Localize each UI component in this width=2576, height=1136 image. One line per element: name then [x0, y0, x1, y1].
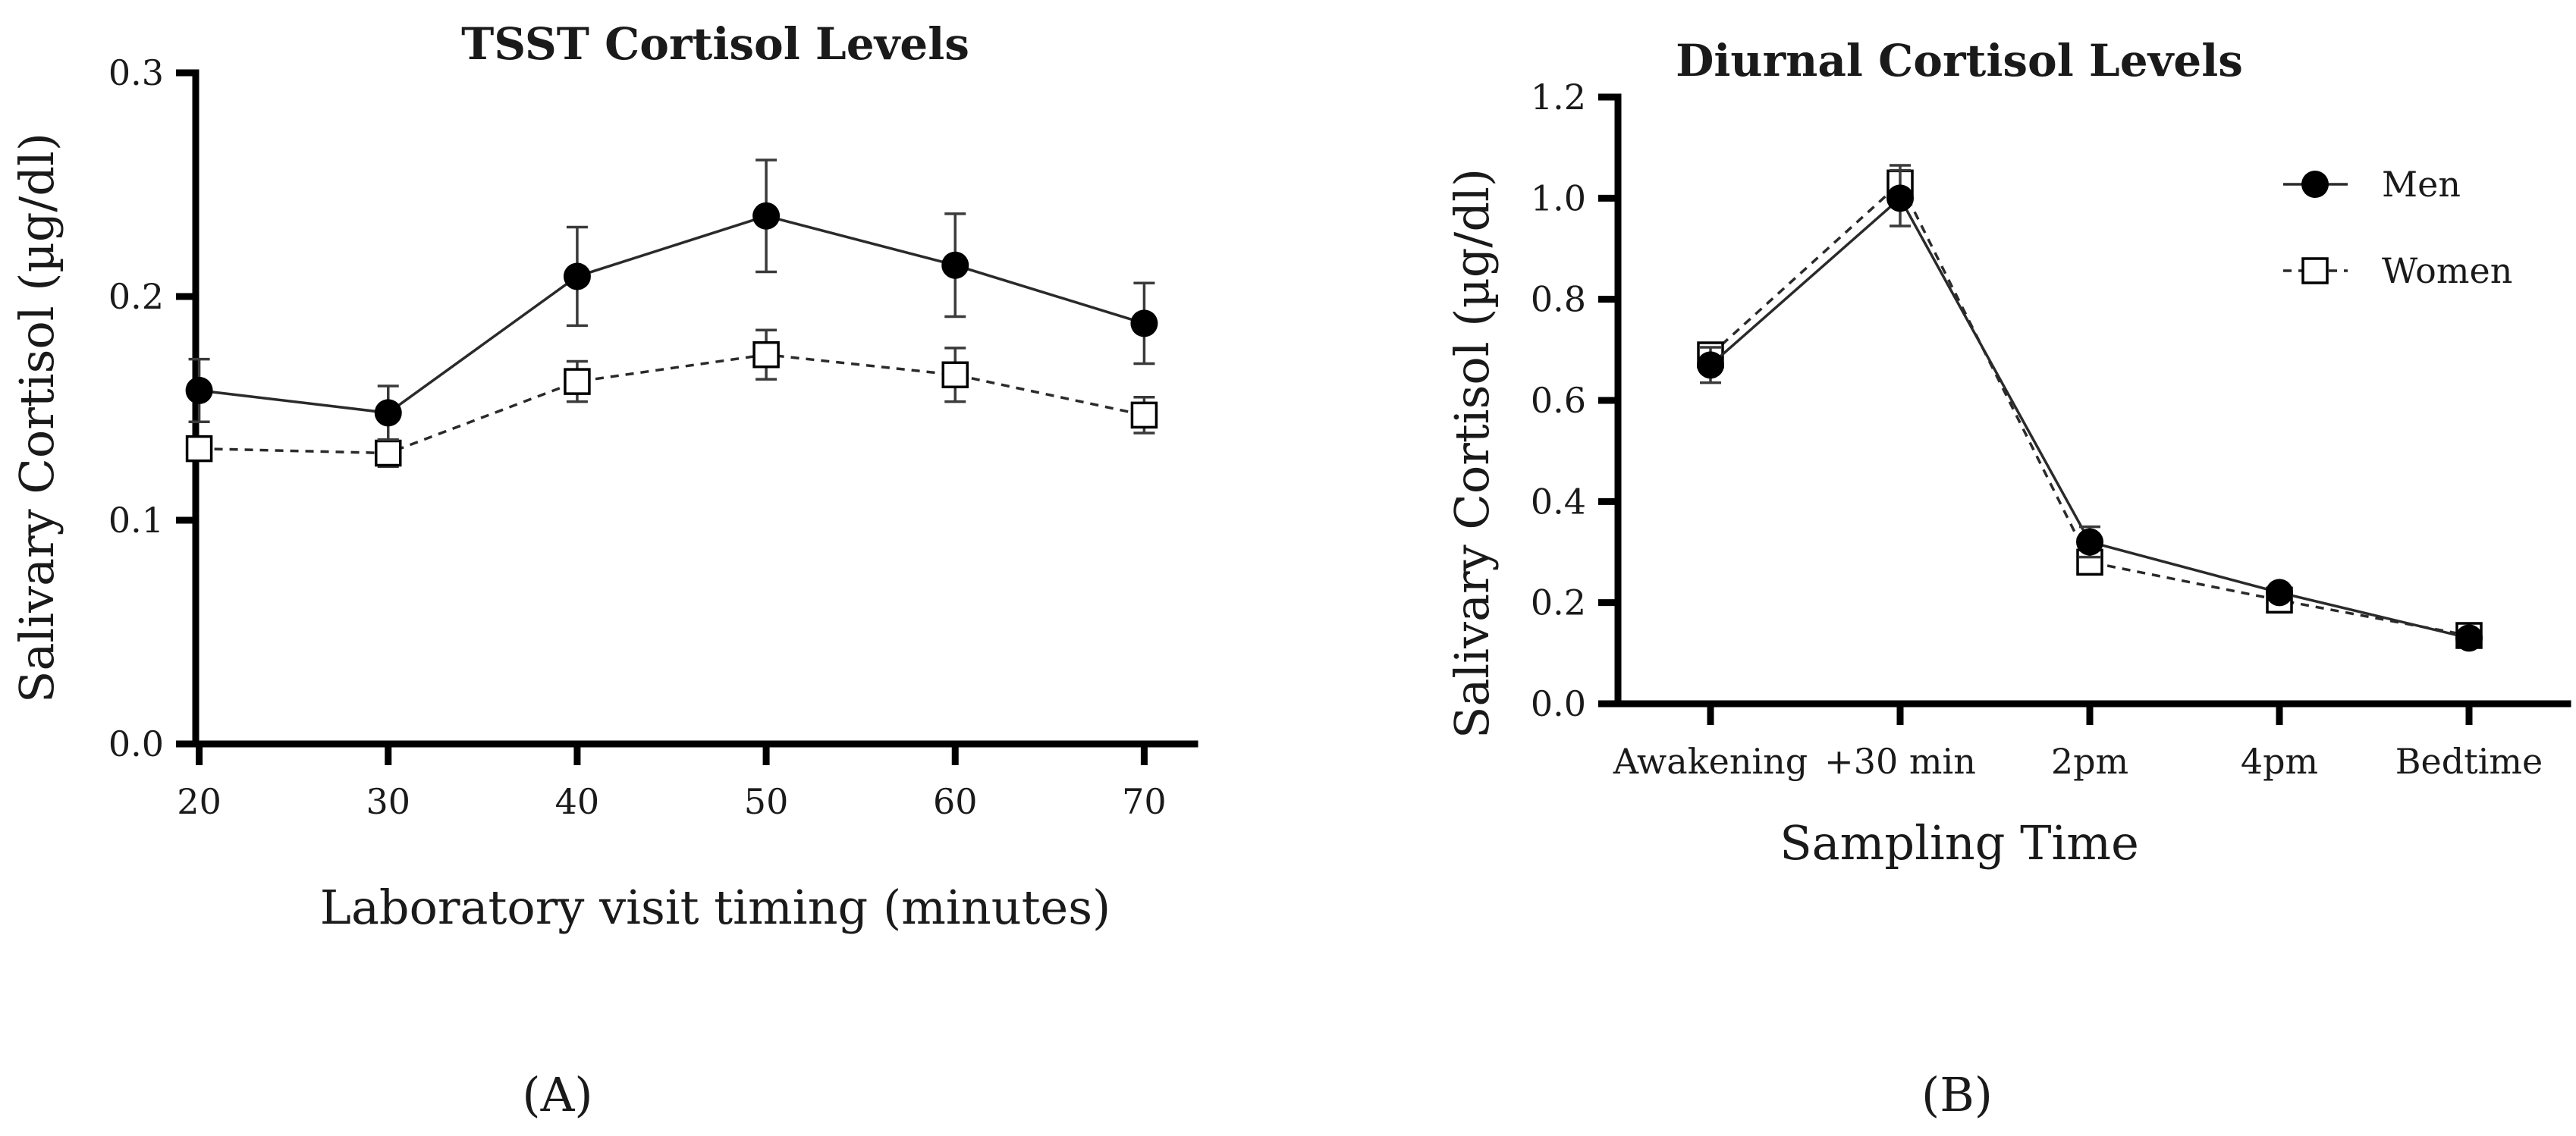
y-tick-label: 0.0: [108, 723, 164, 764]
chart-a-x-ticks: 20 30 40 50 60 70: [177, 744, 1167, 822]
data-point-men: [2455, 624, 2483, 652]
x-tick-label: Awakening: [1613, 741, 1808, 782]
data-point-men: [752, 202, 781, 230]
chart-a-xlabel: Laboratory visit timing (minutes): [320, 880, 1111, 935]
panel-b-label: (B): [1921, 1067, 1993, 1122]
chart-b: Diurnal Cortisol Levels Salivary Cortiso…: [1444, 35, 2571, 1122]
chart-a-plot: [185, 158, 1158, 468]
x-tick-label: 20: [177, 781, 221, 822]
x-tick-label: 60: [933, 781, 978, 822]
chart-b-legend: Men Women: [2283, 164, 2512, 291]
chart-a: TSST Cortisol Levels Salivary Cortisol (…: [9, 18, 1198, 1122]
x-tick-label: +30 min: [1824, 741, 1976, 782]
y-tick-label: 0.1: [108, 500, 164, 541]
data-point-women: [185, 435, 213, 463]
x-tick-label: Bedtime: [2395, 741, 2543, 782]
data-point-men: [1886, 184, 1914, 212]
y-tick-label: 1.0: [1531, 177, 1586, 218]
x-tick-label: 4pm: [2241, 741, 2318, 782]
data-point-women: [2076, 548, 2103, 576]
chart-a-ylabel: Salivary Cortisol (µg/dl): [9, 133, 64, 703]
chart-b-y-ticks: 0.0 0.2 0.4 0.6 0.8 1.0 1.2: [1531, 77, 1618, 724]
data-point-men: [1697, 351, 1724, 379]
x-tick-label: 70: [1122, 781, 1167, 822]
legend-men-marker: [2301, 171, 2329, 198]
panel-a-label: (A): [522, 1067, 592, 1122]
chart-b-title: Diurnal Cortisol Levels: [1676, 35, 2243, 86]
series-line-women: [1709, 180, 2470, 637]
data-point-men: [2076, 528, 2103, 556]
data-point-women: [941, 361, 969, 388]
chart-b-plot: [1697, 164, 2483, 652]
y-tick-label: 0.8: [1531, 279, 1586, 320]
data-point-women: [752, 340, 780, 369]
data-point-men: [185, 376, 213, 404]
data-point-women: [564, 368, 591, 395]
y-tick-label: 0.0: [1531, 683, 1586, 724]
data-point-men: [374, 399, 402, 427]
y-tick-label: 0.6: [1531, 380, 1586, 421]
data-point-men: [1130, 309, 1158, 337]
data-point-women: [375, 439, 402, 467]
data-point-women: [1130, 401, 1158, 429]
y-tick-label: 0.2: [1531, 582, 1586, 623]
series-line-women: [199, 353, 1145, 455]
legend-men-label: Men: [2382, 164, 2461, 205]
x-tick-label: 2pm: [2051, 741, 2128, 782]
y-tick-label: 0.3: [108, 52, 164, 93]
data-point-men: [2266, 579, 2293, 607]
series-line-men: [199, 214, 1145, 415]
chart-a-y-ticks: 0.0 0.1 0.2 0.3: [108, 52, 196, 764]
chart-b-x-ticks: Awakening +30 min 2pm 4pm Bedtime: [1613, 704, 2543, 782]
x-tick-label: 30: [366, 781, 410, 822]
y-tick-label: 0.2: [108, 276, 164, 317]
chart-b-xlabel: Sampling Time: [1780, 815, 2139, 871]
chart-a-title: TSST Cortisol Levels: [461, 18, 969, 70]
y-tick-label: 0.4: [1531, 481, 1586, 522]
data-point-men: [941, 251, 969, 279]
chart-b-ylabel: Salivary Cortisol (µg/dl): [1444, 168, 1500, 739]
x-tick-label: 50: [744, 781, 789, 822]
data-point-men: [563, 262, 591, 290]
legend-women-marker: [2301, 257, 2329, 284]
legend-women-label: Women: [2382, 250, 2512, 291]
x-tick-label: 40: [555, 781, 600, 822]
y-tick-label: 1.2: [1531, 77, 1586, 118]
